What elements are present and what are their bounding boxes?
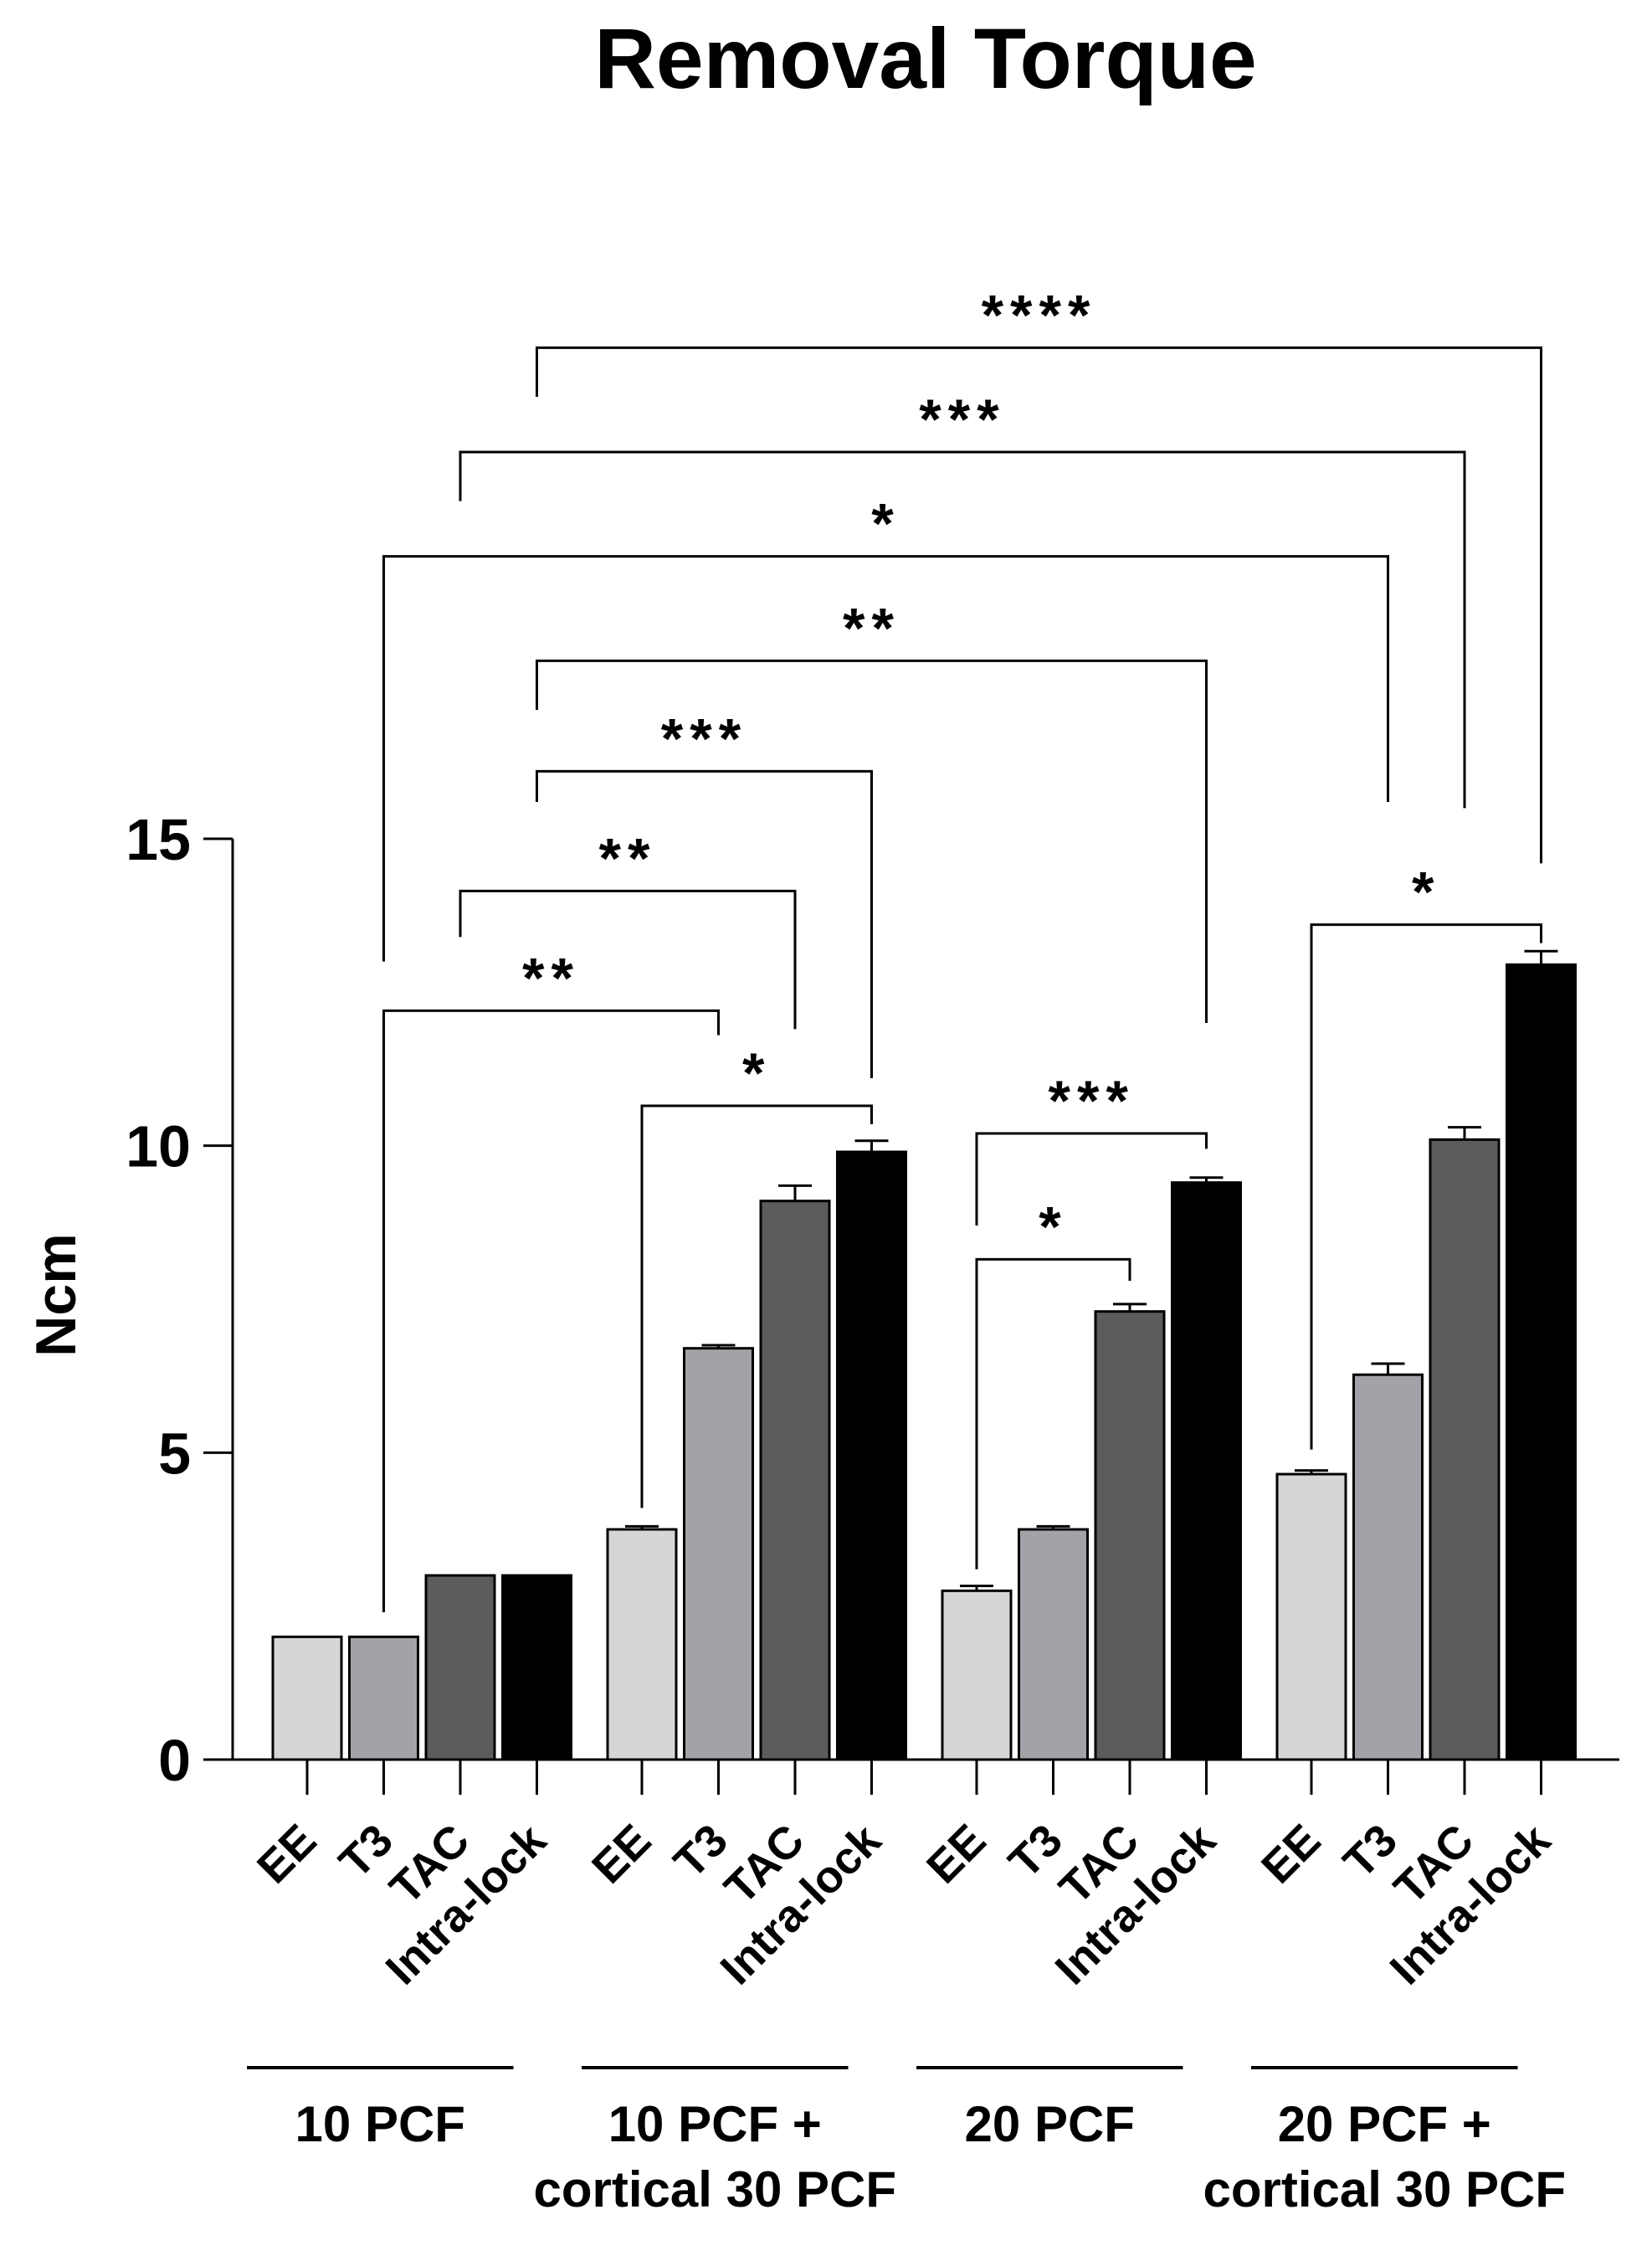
bar-group2-tac — [759, 1200, 831, 1761]
category-label: EE — [248, 1815, 326, 1893]
y-axis-label: Ncm — [24, 1233, 88, 1356]
y-tick-label: 15 — [126, 807, 191, 872]
significance-label: *** — [919, 388, 1005, 451]
bar-group4-t3 — [1352, 1373, 1424, 1761]
significance-bracket — [459, 889, 797, 1030]
group-label: 10 PCF + — [608, 2096, 822, 2152]
significance-label: * — [742, 1041, 771, 1105]
significance-label: * — [1039, 1195, 1067, 1258]
bar-group4-intra-lock — [1506, 963, 1577, 1761]
bar-group4-tac — [1429, 1138, 1501, 1761]
significance-label: * — [871, 492, 900, 556]
category-label: EE — [917, 1815, 995, 1893]
bar-group4-ee — [1275, 1472, 1347, 1761]
bar-group1-t3 — [348, 1635, 419, 1761]
bars — [271, 949, 1577, 1761]
significance-label: ** — [599, 826, 657, 890]
bar-group2-intra-lock — [836, 1150, 907, 1761]
significance-bracket — [382, 555, 1389, 962]
chart-title: Removal Torque — [594, 11, 1257, 106]
bar-group3-ee — [941, 1589, 1013, 1761]
significance-bracket — [975, 1257, 1131, 1570]
bar-group3-tac — [1094, 1310, 1166, 1761]
bar-group2-ee — [606, 1528, 678, 1761]
bar-group3-intra-lock — [1171, 1181, 1242, 1761]
significance-bracket — [640, 1104, 873, 1508]
significance-bracket — [459, 450, 1466, 809]
bar-group1-intra-lock — [501, 1574, 572, 1761]
bar-group3-t3 — [1018, 1528, 1089, 1761]
significance-bracket — [536, 346, 1542, 864]
group-label: 20 PCF + — [1278, 2096, 1491, 2152]
significance-label: *** — [661, 707, 747, 770]
bar-group1-tac — [424, 1574, 496, 1761]
significance-bracket — [975, 1132, 1208, 1226]
group-label: 10 PCF — [295, 2096, 465, 2152]
significance-label: **** — [982, 283, 1097, 347]
significance-bracket — [536, 769, 873, 1078]
significance-bracket — [1310, 923, 1542, 1450]
significance-label: *** — [1049, 1069, 1135, 1133]
group-label: cortical 30 PCF — [1203, 2161, 1566, 2217]
significance-brackets: ****************** ***** — [382, 283, 1542, 1612]
significance-label: ** — [522, 946, 580, 1010]
category-label: EE — [582, 1815, 660, 1893]
y-tick-label: 0 — [158, 1728, 191, 1793]
significance-bracket — [382, 1009, 720, 1612]
group-label: cortical 30 PCF — [533, 2161, 896, 2217]
bar-group2-t3 — [683, 1347, 754, 1761]
y-tick-label: 10 — [126, 1114, 191, 1179]
category-label: EE — [1252, 1815, 1330, 1893]
y-tick-label: 5 — [158, 1421, 191, 1486]
significance-bracket — [536, 659, 1208, 1023]
axes: 0 5 10 15 — [126, 807, 1619, 1795]
group-label: 20 PCF — [965, 2096, 1135, 2152]
bar-group1-ee — [271, 1635, 343, 1761]
significance-label: ** — [843, 596, 900, 660]
significance-label: * — [1412, 861, 1440, 924]
